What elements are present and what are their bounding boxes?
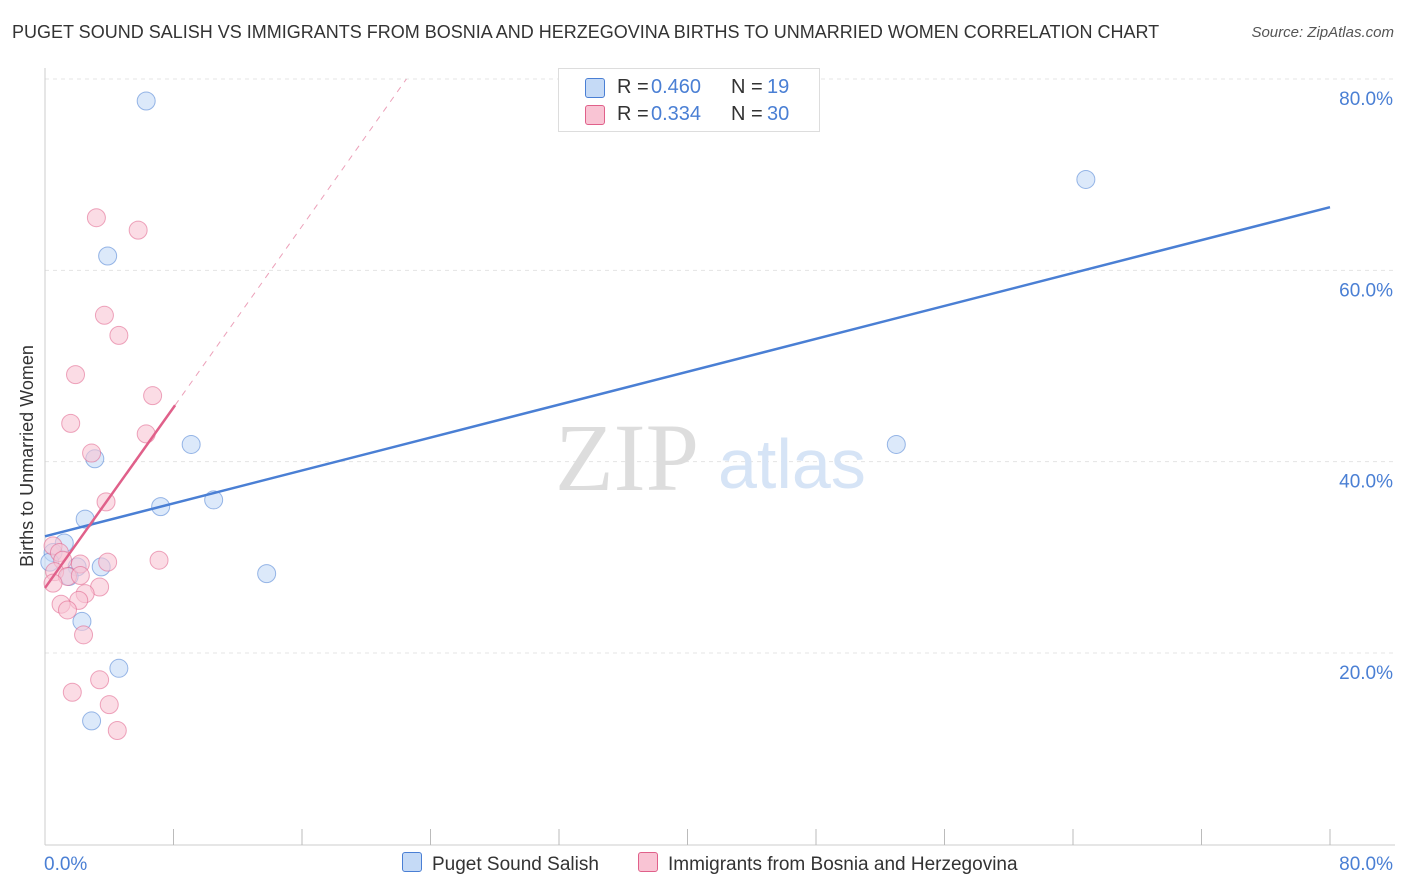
y-axis-title: Births to Unmarried Women — [17, 345, 37, 567]
point-puget-sound-salish — [98, 246, 118, 266]
trendline-bosnia — [43, 404, 177, 589]
n-label: N = — [731, 103, 763, 125]
point-bosnia — [74, 625, 94, 645]
point-bosnia — [61, 413, 81, 433]
chart-title: PUGET SOUND SALISH VS IMMIGRANTS FROM BO… — [12, 22, 1160, 42]
r-value: 0.334 — [651, 103, 702, 125]
point-bosnia — [94, 305, 114, 325]
x-tick-label: 80.0% — [1339, 854, 1393, 875]
point-bosnia — [107, 720, 127, 740]
point-bosnia — [149, 550, 169, 570]
y-tick-label: 20.0% — [1339, 663, 1393, 684]
legend-swatch-blue — [585, 78, 605, 98]
r-label: R = — [617, 103, 649, 125]
legend-item-puget-sound-salish: Puget Sound Salish — [402, 852, 599, 876]
source-label: Source: ZipAtlas.com — [1251, 24, 1394, 41]
y-tick-label: 60.0% — [1339, 280, 1393, 301]
legend-swatch-blue — [402, 852, 422, 872]
n-label: N = — [731, 76, 763, 98]
legend-swatch-pink — [638, 852, 658, 872]
legend-label: Immigrants from Bosnia and Herzegovina — [668, 854, 1018, 875]
point-bosnia — [86, 208, 106, 228]
x-tick-label: 0.0% — [44, 854, 87, 875]
point-puget-sound-salish — [181, 434, 201, 454]
legend-row-bosnia: R = 0.334 N = 30 — [559, 101, 819, 127]
series-legend: Puget Sound Salish Immigrants from Bosni… — [0, 852, 1406, 878]
point-bosnia — [128, 220, 148, 240]
y-tick-label: 80.0% — [1339, 89, 1393, 110]
point-bosnia — [143, 386, 163, 406]
point-puget-sound-salish — [136, 91, 156, 111]
point-puget-sound-salish — [1076, 169, 1096, 189]
r-value: 0.460 — [651, 76, 702, 98]
legend-row-puget-sound-salish: R = 0.460 N = 19 — [559, 74, 819, 100]
point-puget-sound-salish — [109, 658, 129, 678]
point-bosnia — [90, 670, 110, 690]
trendline-bosnia-extension — [174, 78, 407, 406]
legend-item-bosnia: Immigrants from Bosnia and Herzegovina — [638, 852, 1018, 876]
point-bosnia — [136, 424, 156, 444]
point-puget-sound-salish — [257, 564, 277, 584]
legend-swatch-pink — [585, 105, 605, 125]
point-bosnia — [98, 552, 118, 572]
trendline-puget-sound-salish — [44, 205, 1331, 538]
watermark-atlas: atlas — [718, 425, 866, 503]
point-bosnia — [109, 325, 129, 345]
point-bosnia — [66, 365, 86, 385]
point-bosnia — [70, 566, 90, 586]
point-puget-sound-salish — [82, 711, 102, 731]
n-value: 19 — [767, 76, 790, 98]
correlation-legend: R = 0.460 N = 19 R = 0.334 N = 30 — [558, 68, 820, 132]
point-bosnia — [43, 573, 63, 593]
point-bosnia — [62, 682, 82, 702]
point-bosnia — [99, 695, 119, 715]
n-value: 30 — [767, 103, 790, 125]
r-label: R = — [617, 76, 649, 98]
legend-label: Puget Sound Salish — [432, 854, 599, 875]
point-bosnia — [82, 443, 102, 463]
y-tick-label: 40.0% — [1339, 472, 1393, 493]
point-puget-sound-salish — [886, 434, 906, 454]
point-bosnia — [57, 600, 77, 620]
watermark-zip: ZIP — [555, 404, 699, 511]
